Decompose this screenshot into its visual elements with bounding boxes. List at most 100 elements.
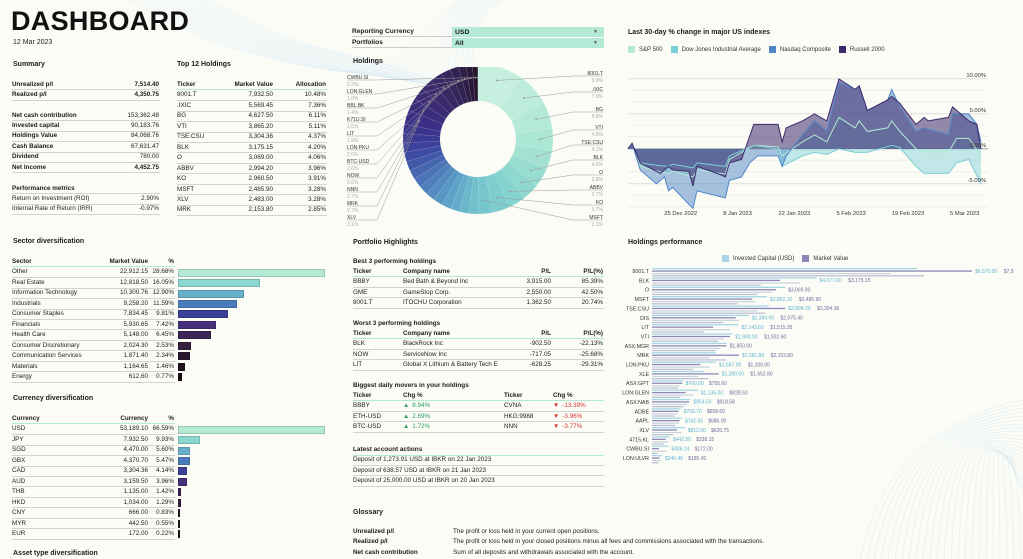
legend-item[interactable]: Russell 2000 [838, 46, 885, 54]
currency-row: USD 53,189.10 66.59% [12, 425, 175, 436]
glossary-definition: Sum of all deposits and withdrawals asso… [453, 548, 634, 556]
leader-dot [536, 155, 538, 158]
market-value-bar [652, 420, 680, 422]
slice-pct: 4.1% [592, 147, 604, 153]
invested-bar [652, 398, 691, 401]
invested-value-label: $246.45 [665, 456, 683, 462]
row-ticker-label: ASX:MGR [625, 344, 650, 350]
mesh-line [165, 0, 479, 80]
invested-bar [652, 361, 717, 363]
market-value-bar [652, 289, 776, 291]
mesh-line [971, 449, 1023, 559]
donut-slice-cwbu.si [476, 67, 479, 102]
donut-slice [419, 162, 453, 194]
leader-dot [428, 100, 430, 103]
donut-slice-msft [478, 176, 494, 215]
reporting-currency-select[interactable]: USD ▼ [452, 27, 604, 37]
row-ticker-label: ASX:NAB [626, 400, 649, 406]
allocation: 5.11% [308, 122, 326, 130]
leader-line [496, 75, 603, 81]
change-value: -3.96% [562, 412, 583, 420]
invested-bar [652, 408, 681, 410]
market-value-label: $172.00 [695, 446, 713, 452]
leader-line [510, 189, 603, 192]
mover-row: BBBY ▲ 8.94% CVNA ▼ -13.39% [353, 402, 604, 412]
account-action-text: Deposit of 638.57 USD at IBKR on 21 Jan … [353, 466, 487, 474]
y-tick-label: 5.00% [970, 108, 986, 114]
invested-bar [652, 291, 772, 293]
market-value-label: $1,652.80 [750, 372, 772, 378]
ticker: XLV [177, 195, 189, 203]
leader-dot [496, 196, 499, 199]
performance-metrics-header: Performance metrics [12, 184, 160, 195]
slice-pct: 3.1% [592, 222, 604, 228]
mesh-line [129, 0, 461, 72]
market-value-bar [652, 326, 714, 328]
ticker: O [177, 154, 182, 162]
invested-bar [652, 273, 891, 275]
leader-line [497, 197, 603, 206]
summary-label: Net cash contribution [12, 111, 77, 119]
company-name: ServiceNow Inc [403, 350, 447, 358]
slice-label: LON:PKU [347, 145, 369, 151]
slice-pct: 5.8% [592, 114, 604, 120]
invested-value-label: $1,587.00 [719, 362, 741, 368]
slice-pct: 2.6% [347, 180, 359, 186]
legend-label: Invested Capital (USD) [733, 256, 795, 263]
mesh-line [145, 0, 469, 75]
series-line [627, 116, 982, 178]
sector-row: Consumer Discretionary 2,024.30 2.53% [12, 341, 175, 352]
slice-pct: 1.0% [347, 96, 359, 102]
market-value: 7,932.50 [248, 91, 273, 99]
invested-value-label: $760.00 [686, 381, 704, 387]
market-value: 2,994.20 [248, 164, 273, 172]
sector-row: Consumer Staples 7,834.45 9.81% [12, 310, 175, 320]
ticker: KO [177, 175, 187, 183]
x-tick-label: 5 Mar 2023 [950, 211, 979, 217]
ticker: LIT [353, 361, 363, 369]
worst-row: BLK BlackRock Inc -902.50 -22.13% [353, 340, 604, 350]
name: GBX [12, 456, 26, 464]
value: 1,034.00 [123, 498, 148, 506]
market-value-label: $3,175.15 [848, 278, 870, 284]
leader-dot [535, 118, 538, 121]
reporting-currency-value: USD [455, 28, 470, 36]
row-ticker-label: ASX:GPT [626, 381, 650, 387]
legend-label: S&P 500 [639, 47, 663, 54]
ticker: GME [353, 288, 368, 296]
portfolios-select[interactable]: All ▼ [452, 38, 604, 48]
invested-bar [652, 455, 662, 457]
market-value: 3,069.00 [248, 154, 273, 162]
leader-dot [476, 76, 479, 79]
market-value-bar [652, 340, 719, 342]
glossary-term: Unrealized p/l [353, 528, 394, 535]
market-value-bar [652, 284, 761, 286]
allocation: 3.28% [308, 195, 326, 203]
market-value-bar [652, 303, 738, 305]
top12-header: Ticker Market Value Allocation [177, 80, 327, 91]
legend-item[interactable]: Invested Capital (USD) [722, 255, 794, 263]
allocation: 7.36% [308, 101, 326, 109]
slice-pct: 1.9% [347, 138, 359, 144]
glossary-definition: The profit or loss held in your closed p… [453, 538, 765, 546]
summary-value: 4,350.75 [134, 91, 159, 99]
pct: 2.53% [156, 341, 174, 349]
mesh-line [209, 0, 501, 94]
ticker: 8001.T [353, 299, 373, 307]
donut-slice-btc-usd [431, 73, 460, 110]
market-value: 3,865.20 [248, 122, 273, 130]
legend-item[interactable]: Dow Jones Industrial Average [670, 46, 761, 54]
name: CAD [12, 467, 26, 475]
market-value-label: $828.50 [730, 390, 748, 396]
legend-item[interactable]: Nasdaq Composite [768, 46, 831, 54]
currency-diversification-title: Currency diversification [13, 395, 94, 402]
top12-row: BLK 3,175.15 4.20% [177, 143, 327, 154]
leader-dot [522, 97, 525, 99]
market-value-bar [652, 443, 664, 445]
account-action-text: Deposit of 25,000.00 USD at IBKR on 20 J… [353, 477, 495, 485]
legend-item[interactable]: S&P 500 [628, 46, 663, 54]
value: 442.50 [128, 519, 148, 527]
legend-item[interactable]: Market Value [802, 255, 848, 263]
name: SGD [12, 446, 26, 454]
invested-bar [652, 333, 733, 335]
